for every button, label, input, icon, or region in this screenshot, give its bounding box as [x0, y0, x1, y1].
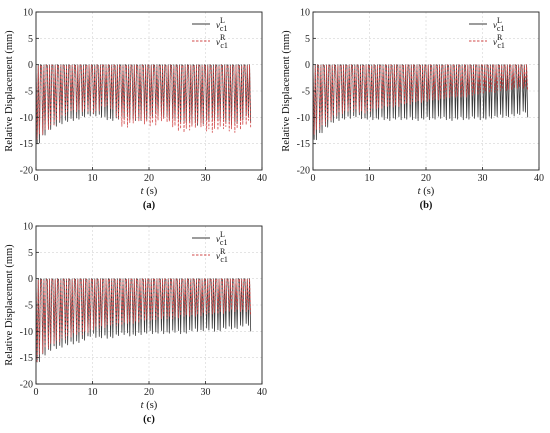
legend-sup: R	[497, 33, 503, 42]
chart-a-svg: 0 10 20 30 40 -20 -15 -10 -5 0 5 10 t (s) Relative Di…	[4, 8, 267, 212]
panel-label: (a)	[143, 200, 156, 211]
legend-sub: c1	[220, 41, 228, 50]
panel-label: (c)	[143, 414, 155, 425]
legend-sup: R	[220, 247, 226, 256]
legend-label-R: vR c1	[216, 33, 228, 50]
x-tick-label-1: 10	[88, 173, 98, 184]
y-tick-label-0: -20	[20, 166, 33, 177]
legend-var: v	[216, 20, 220, 30]
x-axis-label-var: t	[141, 186, 145, 197]
x-tick-label-0: 0	[311, 173, 316, 184]
legend-sub: c1	[220, 238, 228, 247]
y-tick-label-5: 5	[28, 34, 33, 45]
y-tick-label-1: -15	[20, 353, 33, 364]
x-tick-label-4: 40	[257, 387, 267, 398]
x-axis-label: t (s)	[141, 186, 158, 197]
y-axis-label: Relative Displacement (mm)	[281, 30, 292, 152]
y-tick-label-6: 10	[300, 8, 310, 19]
y-axis-label: Relative Displacement (mm)	[4, 30, 15, 152]
legend-sub: c1	[497, 41, 505, 50]
legend-sup: L	[497, 16, 502, 25]
x-axis-label-unit: (s)	[144, 400, 158, 411]
legend-label-L: vL c1	[493, 16, 504, 33]
legend-var: v	[493, 20, 497, 30]
y-tick-label-5: 5	[28, 248, 33, 259]
x-tick-label-1: 10	[365, 173, 375, 184]
y-tick-label-2: -10	[20, 113, 33, 124]
legend-sub: c1	[220, 255, 228, 264]
x-tick-label-2: 20	[144, 387, 154, 398]
legend-sup: L	[220, 230, 225, 239]
series-line-R-b	[312, 64, 529, 135]
x-tick-label-0: 0	[34, 173, 39, 184]
x-tick-label-3: 30	[201, 387, 211, 398]
x-tick-label-3: 30	[478, 173, 488, 184]
chart-panel-b: 0 10 20 30 40 -20 -15 -10 -5 0 5 10 t (s) Relative Di…	[275, 0, 550, 216]
series-line-R-c	[35, 278, 252, 362]
x-axis-label-var: t	[141, 400, 145, 411]
x-tick-label-3: 30	[201, 173, 211, 184]
y-tick-label-3: -5	[25, 301, 33, 312]
x-tick-label-4: 40	[534, 173, 544, 184]
legend-label-L: vL c1	[216, 16, 227, 33]
x-axis-label-unit: (s)	[144, 186, 158, 197]
y-tick-label-4: 0	[305, 60, 310, 71]
legend-label-R: vR c1	[493, 33, 505, 50]
x-axis-label: t (s)	[141, 400, 158, 411]
legend-label-L: vL c1	[216, 230, 227, 247]
chart-panel-a: 0 10 20 30 40 -20 -15 -10 -5 0 5 10 t (s) Relative Di…	[0, 0, 275, 216]
y-tick-label-1: -15	[20, 139, 33, 150]
y-tick-label-0: -20	[297, 166, 310, 177]
y-tick-label-6: 10	[23, 8, 33, 19]
x-axis-label-unit: (s)	[421, 186, 435, 197]
legend-var: v	[216, 234, 220, 244]
x-axis-label-var: t	[418, 186, 422, 197]
y-tick-label-3: -5	[302, 87, 310, 98]
legend-sub: c1	[220, 24, 228, 33]
series-line-R-a	[35, 64, 252, 140]
y-tick-label-1: -15	[297, 139, 310, 150]
legend-sup: L	[220, 16, 225, 25]
y-tick-label-4: 0	[28, 274, 33, 285]
x-axis-label: t (s)	[418, 186, 435, 197]
x-tick-label-2: 20	[144, 173, 154, 184]
legend-label-R: vR c1	[216, 247, 228, 264]
y-axis-label: Relative Displacement (mm)	[4, 244, 15, 366]
y-tick-label-3: -5	[25, 87, 33, 98]
chart-c-svg: 0 10 20 30 40 -20 -15 -10 -5 0 5 10 t (s) Relative Di…	[4, 222, 267, 426]
y-tick-label-2: -10	[20, 327, 33, 338]
x-tick-label-0: 0	[34, 387, 39, 398]
legend-var: v	[493, 37, 497, 47]
x-tick-label-1: 10	[88, 387, 98, 398]
x-tick-label-4: 40	[257, 173, 267, 184]
y-tick-label-5: 5	[305, 34, 310, 45]
chart-b-svg: 0 10 20 30 40 -20 -15 -10 -5 0 5 10 t (s) Relative Di…	[281, 8, 544, 212]
x-tick-label-2: 20	[421, 173, 431, 184]
legend-sub: c1	[497, 24, 505, 33]
panel-label: (b)	[420, 200, 433, 211]
y-tick-label-6: 10	[23, 222, 33, 233]
legend-sup: R	[220, 33, 226, 42]
legend-var: v	[216, 251, 220, 261]
y-tick-label-2: -10	[297, 113, 310, 124]
y-tick-label-0: -20	[20, 380, 33, 391]
chart-panel-c: 0 10 20 30 40 -20 -15 -10 -5 0 5 10 t (s) Relative Di…	[0, 216, 275, 433]
legend-var: v	[216, 37, 220, 47]
y-tick-label-4: 0	[28, 60, 33, 71]
